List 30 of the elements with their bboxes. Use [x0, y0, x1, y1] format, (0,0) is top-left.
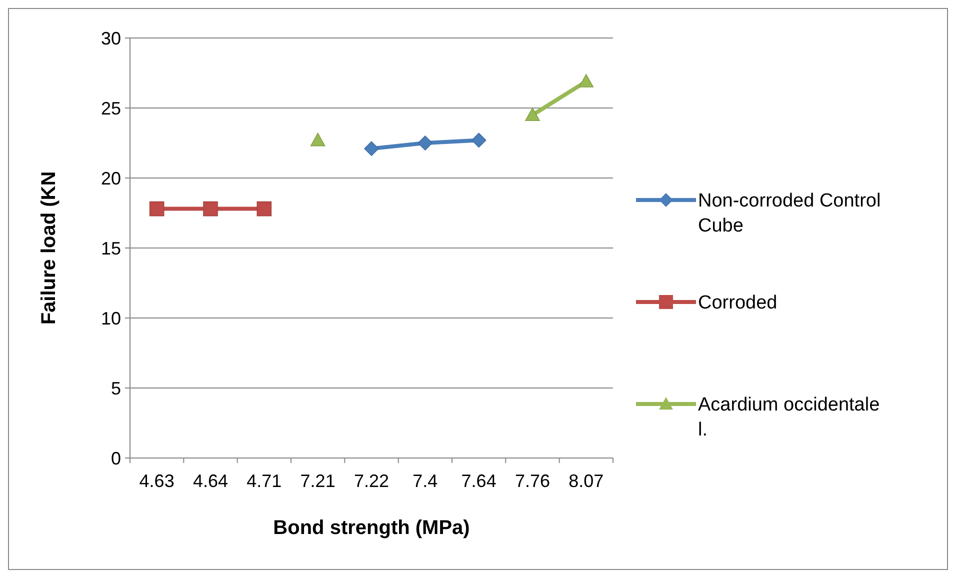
point: [471, 132, 486, 148]
legend-label: Acardium occidentale l.: [698, 394, 880, 440]
y-axis-title: Failure load (KN: [38, 171, 60, 325]
x-tick-label: 7.64: [461, 471, 496, 491]
x-tick-label: 7.22: [354, 471, 390, 491]
x-axis-title: Bond strength (MPa): [273, 517, 470, 539]
legend-label: Non-corroded Control Cube: [698, 190, 881, 236]
x-tick-label: 4.71: [246, 471, 282, 491]
y-tick-label: 0: [110, 448, 121, 468]
point: [149, 201, 164, 216]
legend-label: Corroded: [698, 292, 778, 314]
y-tick-label: 5: [110, 378, 121, 398]
x-tick-label: 7.4: [412, 471, 438, 491]
point: [364, 141, 379, 156]
point: [418, 136, 433, 150]
x-tick-label: 4.64: [192, 471, 228, 491]
x-tick-label: 4.63: [139, 471, 174, 491]
y-tick-label: 10: [100, 308, 121, 328]
point: [203, 201, 218, 216]
x-tick-label: 7.76: [514, 471, 550, 491]
x-tick-label: 8.07: [568, 471, 604, 491]
y-tick-label: 25: [100, 98, 121, 118]
y-tick-label: 15: [100, 238, 121, 258]
point: [525, 108, 540, 121]
point: [310, 132, 326, 146]
point: [256, 201, 272, 216]
y-tick-label: 20: [100, 168, 121, 188]
x-tick-label: 7.21: [300, 471, 336, 491]
y-tick-label: 30: [100, 28, 121, 48]
point: [578, 74, 594, 88]
